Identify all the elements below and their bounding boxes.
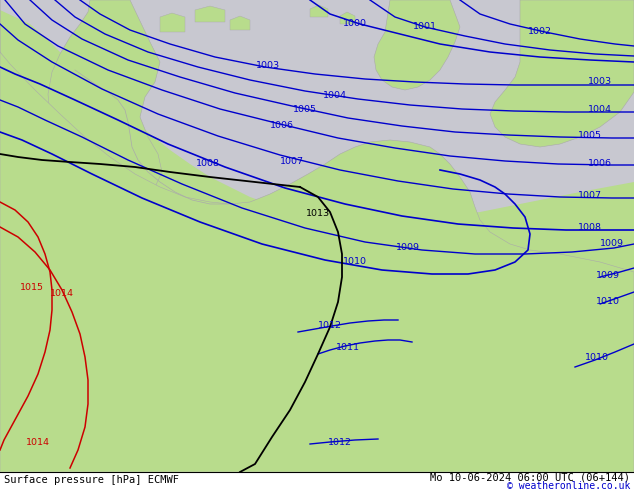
Text: 1003: 1003 [256, 62, 280, 71]
Text: 1010: 1010 [585, 353, 609, 363]
Text: 1010: 1010 [596, 297, 620, 307]
Polygon shape [0, 0, 634, 220]
Text: 1000: 1000 [343, 20, 367, 28]
Text: 1012: 1012 [328, 438, 352, 446]
Polygon shape [230, 16, 250, 30]
Polygon shape [400, 4, 412, 14]
Text: 1015: 1015 [20, 283, 44, 292]
Polygon shape [195, 6, 225, 22]
Text: 1006: 1006 [588, 158, 612, 168]
Text: 1008: 1008 [578, 223, 602, 232]
Polygon shape [340, 12, 355, 24]
Text: 1010: 1010 [343, 258, 367, 267]
Text: 1005: 1005 [578, 131, 602, 141]
Text: 1009: 1009 [600, 240, 624, 248]
Text: 1014: 1014 [26, 438, 50, 446]
Polygon shape [0, 52, 634, 472]
Text: 1007: 1007 [280, 157, 304, 167]
Text: Surface pressure [hPa] ECMWF: Surface pressure [hPa] ECMWF [4, 475, 179, 485]
Polygon shape [310, 5, 328, 17]
Text: Mo 10-06-2024 06:00 UTC (06+144): Mo 10-06-2024 06:00 UTC (06+144) [430, 472, 630, 482]
Text: © weatheronline.co.uk: © weatheronline.co.uk [507, 481, 630, 490]
Text: 1001: 1001 [413, 23, 437, 31]
Text: 1008: 1008 [196, 160, 220, 169]
Text: 1009: 1009 [396, 244, 420, 252]
Polygon shape [374, 0, 460, 90]
Text: 1002: 1002 [528, 27, 552, 36]
Text: 1012: 1012 [318, 321, 342, 330]
Text: 1005: 1005 [293, 104, 317, 114]
Polygon shape [48, 0, 162, 230]
Text: 1013: 1013 [306, 210, 330, 219]
Text: 1006: 1006 [270, 122, 294, 130]
Text: 1007: 1007 [578, 192, 602, 200]
Text: 1014: 1014 [50, 290, 74, 298]
Text: 1004: 1004 [323, 91, 347, 99]
Text: 1009: 1009 [596, 271, 620, 280]
Polygon shape [490, 0, 634, 147]
Polygon shape [0, 0, 15, 172]
Text: 1011: 1011 [336, 343, 360, 351]
Polygon shape [160, 13, 185, 32]
Text: 1004: 1004 [588, 105, 612, 115]
Text: 1003: 1003 [588, 77, 612, 87]
